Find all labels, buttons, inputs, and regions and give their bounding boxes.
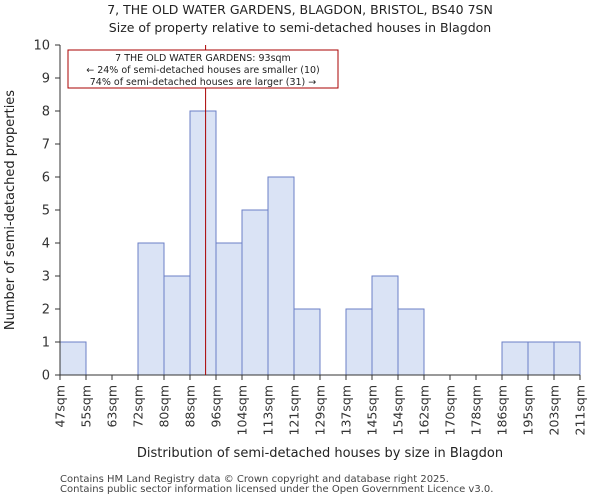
x-tick-label-195sqm: 195sqm [521,385,536,435]
annotation-box [67,49,339,89]
footer-copyright: Contains HM Land Registry data © Crown c… [60,474,449,485]
y-tick-label-2: 2 [42,303,50,318]
bar-104sqm[interactable] [241,209,269,376]
y-tick-label-3: 3 [42,270,50,285]
x-tick-label-154sqm: 154sqm [391,385,406,435]
chart-title-line1: 7, THE OLD WATER GARDENS, BLAGDON, BRIST… [107,2,493,17]
y-tick-label-5: 5 [42,204,50,219]
bar-203sqm[interactable] [553,341,581,376]
x-tick-label-80sqm: 80sqm [157,385,172,428]
y-tick-label-10: 10 [33,39,50,54]
y-tick-label-6: 6 [42,171,50,186]
x-tick-label-96sqm: 96sqm [209,385,224,428]
x-tick-label-55sqm: 55sqm [79,385,94,428]
y-tick-label-1: 1 [42,336,50,351]
x-tick-label-145sqm: 145sqm [365,385,380,435]
x-tick-label-129sqm: 129sqm [313,385,328,435]
bar-96sqm[interactable] [215,242,243,376]
x-tick-label-203sqm: 203sqm [547,385,562,435]
x-tick-label-178sqm: 178sqm [469,385,484,435]
y-axis-title: Number of semi-detached properties [3,90,18,330]
bar-47sqm[interactable] [59,341,87,376]
y-tick-label-4: 4 [42,237,50,252]
bar-186sqm[interactable] [501,341,529,376]
annotation-smaller: ← 24% of semi-detached houses are smalle… [86,65,320,76]
bar-80sqm[interactable] [163,275,191,376]
bar-195sqm[interactable] [527,341,555,376]
bar-121sqm[interactable] [293,308,321,376]
bar-137sqm[interactable] [345,308,373,376]
bar-154sqm[interactable] [397,308,425,376]
x-tick-label-186sqm: 186sqm [495,385,510,435]
bar-113sqm[interactable] [267,176,295,376]
y-tick-label-9: 9 [42,72,50,87]
bar-88sqm[interactable] [189,110,217,376]
x-tick-label-72sqm: 72sqm [131,385,146,428]
x-tick-label-137sqm: 137sqm [339,385,354,435]
x-tick-label-47sqm: 47sqm [53,385,68,428]
x-tick-label-162sqm: 162sqm [417,385,432,435]
bar-145sqm[interactable] [371,275,399,376]
footer-licence: Contains public sector information licen… [60,484,494,495]
x-tick-label-63sqm: 63sqm [105,385,120,428]
x-tick-label-104sqm: 104sqm [235,385,250,435]
y-tick-label-0: 0 [42,369,50,384]
annotation-larger: 74% of semi-detached houses are larger (… [90,77,317,88]
x-tick-label-121sqm: 121sqm [287,385,302,435]
x-tick-label-170sqm: 170sqm [443,385,458,435]
chart-title-line2: Size of property relative to semi-detach… [108,20,492,35]
x-axis-title: Distribution of semi-detached houses by … [137,446,503,461]
bar-72sqm[interactable] [137,242,165,376]
annotation-title: 7 THE OLD WATER GARDENS: 93sqm [115,53,291,64]
x-tick-label-113sqm: 113sqm [261,385,276,435]
y-tick-label-8: 8 [42,105,50,120]
x-tick-label-211sqm: 211sqm [573,385,588,435]
y-tick-label-7: 7 [42,138,50,153]
x-tick-label-88sqm: 88sqm [183,385,198,428]
